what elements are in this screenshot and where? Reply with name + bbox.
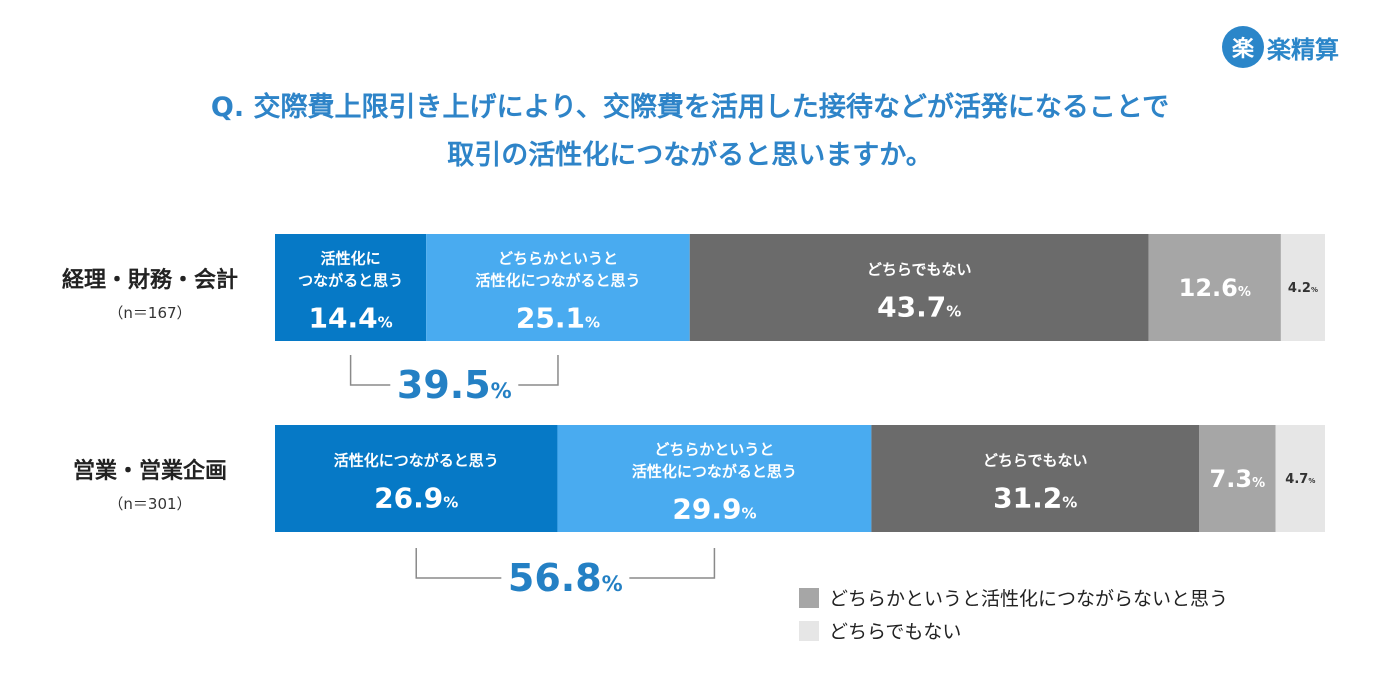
data-label-0-0: 14.4% [309,302,393,335]
brand-name: 楽精算 [1267,35,1339,64]
summary-value-1-number: 56.8 [508,556,602,600]
summary-value-0-unit: % [491,379,512,403]
legend-label-1: どちらでもない [829,621,961,643]
brand-logo: 楽 楽精算 [1222,24,1339,70]
segment-label-1-0-0: 活性化につながると思う [334,452,499,470]
category-label-1: 営業・営業企画 [73,458,227,484]
legend-swatch-0 [799,588,819,608]
summary-value-1-unit: % [602,572,623,596]
bar-segment-0-3 [1148,234,1281,341]
data-label-0-1: 25.1% [516,302,600,335]
segment-label-1-2-0: どちらでもない [983,452,1088,470]
data-label-1-0: 26.9% [374,482,458,515]
data-label-0-3-number: 12.6 [1179,274,1238,302]
data-label-0-4: 4.2% [1288,281,1318,296]
bar-segment-0-1 [426,234,690,341]
category-sample-1: （n＝301） [108,495,191,513]
data-label-0-1-unit: % [585,314,600,332]
bar-segment-0-4 [1280,234,1325,341]
data-label-1-3-number: 7.3 [1210,465,1253,493]
data-label-1-1-number: 29.9 [672,493,741,526]
brand-mark: 楽 [1222,26,1264,68]
segment-label-0-0-0: 活性化に [321,250,381,268]
summary-value-1: 56.8% [508,556,623,600]
data-label-1-0-unit: % [443,494,458,512]
data-label-1-1: 29.9% [672,493,756,526]
data-label-1-2-unit: % [1062,494,1077,512]
bar-segment-1-1 [557,425,872,532]
data-label-0-3: 12.6% [1179,274,1251,302]
bar-segment-1-2 [871,425,1199,532]
segment-label-1-1-0: どちらかというと [654,441,774,459]
data-label-0-4-number: 4.2 [1288,281,1311,296]
segment-label-0-2-0: どちらでもない [867,261,972,279]
bar-segment-1-4 [1275,425,1325,532]
legend-swatch-1 [799,621,819,641]
chart-title-line-2: 取引の活性化につながると思いますか。 [447,140,933,171]
data-label-1-1-unit: % [741,505,756,523]
data-label-1-4-number: 4.7 [1285,472,1308,487]
summary-value-0-number: 39.5 [397,363,491,407]
summary-bracket-0 [349,355,559,386]
data-label-0-2-number: 43.7 [877,291,946,324]
data-label-1-4: 4.7% [1285,472,1315,487]
chart-title-line-1: Q. 交際費上限引き上げにより、交際費を活用した接待などが活発になることで [210,92,1170,123]
data-label-1-4-unit: % [1308,477,1315,485]
bar-segment-1-3 [1199,425,1276,532]
segment-label-0-1-0: どちらかというと [498,250,618,268]
data-label-1-0-number: 26.9 [374,482,443,515]
data-label-0-3-unit: % [1238,285,1251,300]
data-label-1-2: 31.2% [993,482,1077,515]
data-label-0-0-unit: % [378,314,393,332]
segment-label-0-1-1: 活性化につながると思う [475,272,640,290]
bar-segment-1-0 [275,425,558,532]
data-label-1-3-unit: % [1252,476,1265,491]
data-label-0-1-number: 25.1 [516,302,585,335]
segment-label-1-1-1: 活性化につながると思う [632,463,797,481]
category-label-0: 経理・財務・会計 [62,267,238,293]
bar-segment-0-2 [689,234,1149,341]
data-label-0-4-unit: % [1311,286,1318,294]
chart-title: Q. 交際費上限引き上げにより、交際費を活用した接待などが活発になることで 取引… [0,84,1380,180]
data-label-1-2-number: 31.2 [993,482,1062,515]
legend-label-0: どちらかというと活性化につながらないと思う [829,588,1228,610]
data-label-1-3: 7.3% [1210,465,1266,493]
data-label-0-0-number: 14.4 [309,302,378,335]
category-sample-0: （n＝167） [108,304,191,322]
segment-label-0-0-1: つながると思う [298,272,403,290]
data-label-0-2: 43.7% [877,291,961,324]
data-label-0-2-unit: % [946,303,961,321]
bar-segment-0-0 [275,234,427,341]
summary-value-0: 39.5% [397,363,512,407]
summary-bracket-1 [415,548,716,579]
